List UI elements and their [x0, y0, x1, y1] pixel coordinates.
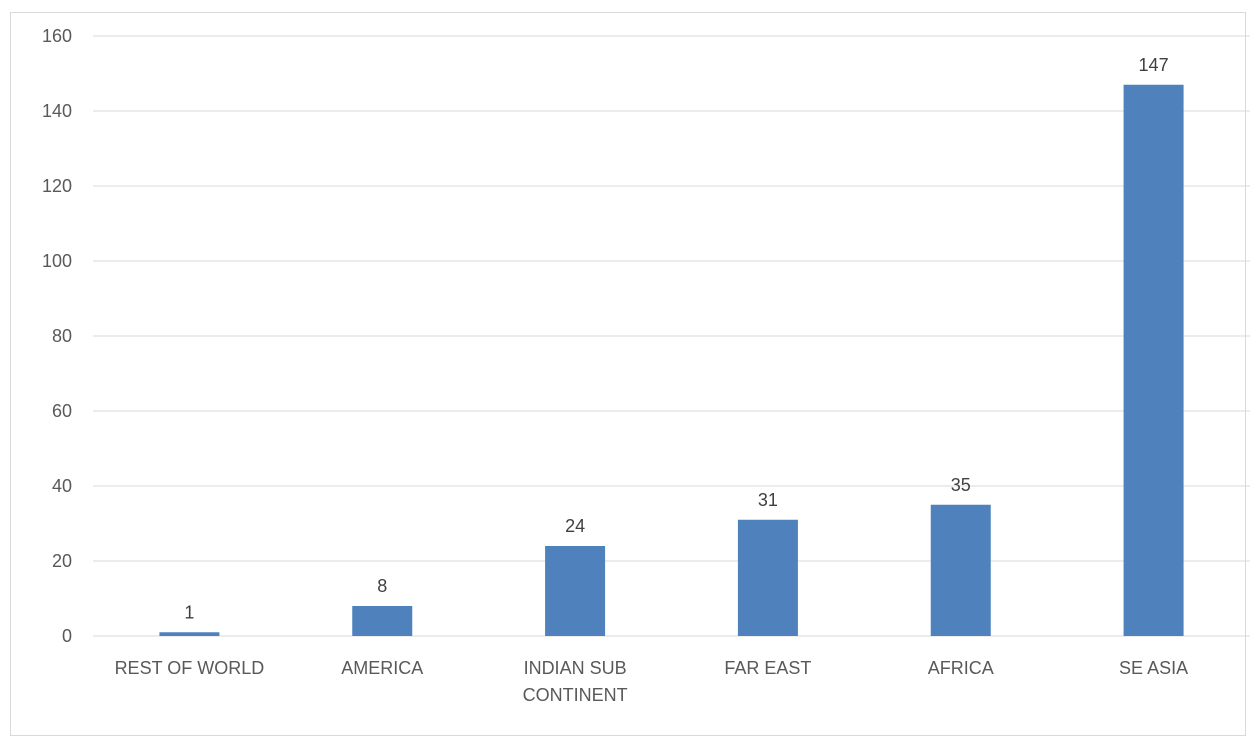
x-category-label: REST OF WORLD [115, 658, 265, 678]
y-tick-label: 40 [52, 476, 72, 496]
data-label: 8 [377, 576, 387, 596]
data-label: 1 [184, 602, 194, 622]
y-tick-label: 160 [42, 26, 72, 46]
y-tick-label: 100 [42, 251, 72, 271]
x-category-label-line: CONTINENT [523, 685, 628, 705]
data-label: 147 [1139, 55, 1169, 75]
y-tick-label: 0 [62, 626, 72, 646]
data-label: 24 [565, 516, 585, 536]
y-tick-label: 140 [42, 101, 72, 121]
y-tick-label: 120 [42, 176, 72, 196]
y-tick-label: 80 [52, 326, 72, 346]
bar [737, 519, 798, 636]
y-tick-label: 60 [52, 401, 72, 421]
x-category-label: INDIAN SUB CONTINENT [523, 658, 628, 705]
x-category-label-line: FAR EAST [724, 658, 811, 678]
data-label: 35 [951, 475, 971, 495]
bar [352, 606, 413, 636]
x-category-label: FAR EAST [724, 658, 811, 678]
data-labels: 1 8 24 31 35 147 [184, 55, 1168, 623]
x-category-label-line: AFRICA [928, 658, 994, 678]
bar [930, 504, 991, 636]
bars [159, 84, 1184, 636]
x-category-label: SE ASIA [1119, 658, 1188, 678]
x-category-label: AFRICA [928, 658, 994, 678]
chart-area [10, 12, 1246, 736]
x-axis-categories: REST OF WORLD AMERICA INDIAN SUB CONTINENT F… [115, 658, 1189, 705]
bar [545, 546, 606, 636]
bar [1123, 84, 1184, 636]
x-category-label: AMERICA [341, 658, 423, 678]
bar [159, 632, 220, 636]
y-axis-ticks: 0 20 40 60 80 100 120 140 160 [42, 26, 72, 646]
data-label: 31 [758, 490, 778, 510]
x-category-label-line: AMERICA [341, 658, 423, 678]
x-category-label-line: INDIAN SUB [524, 658, 627, 678]
x-category-label-line: REST OF WORLD [115, 658, 265, 678]
y-tick-label: 20 [52, 551, 72, 571]
x-category-label-line: SE ASIA [1119, 658, 1188, 678]
gridlines [93, 35, 1250, 637]
